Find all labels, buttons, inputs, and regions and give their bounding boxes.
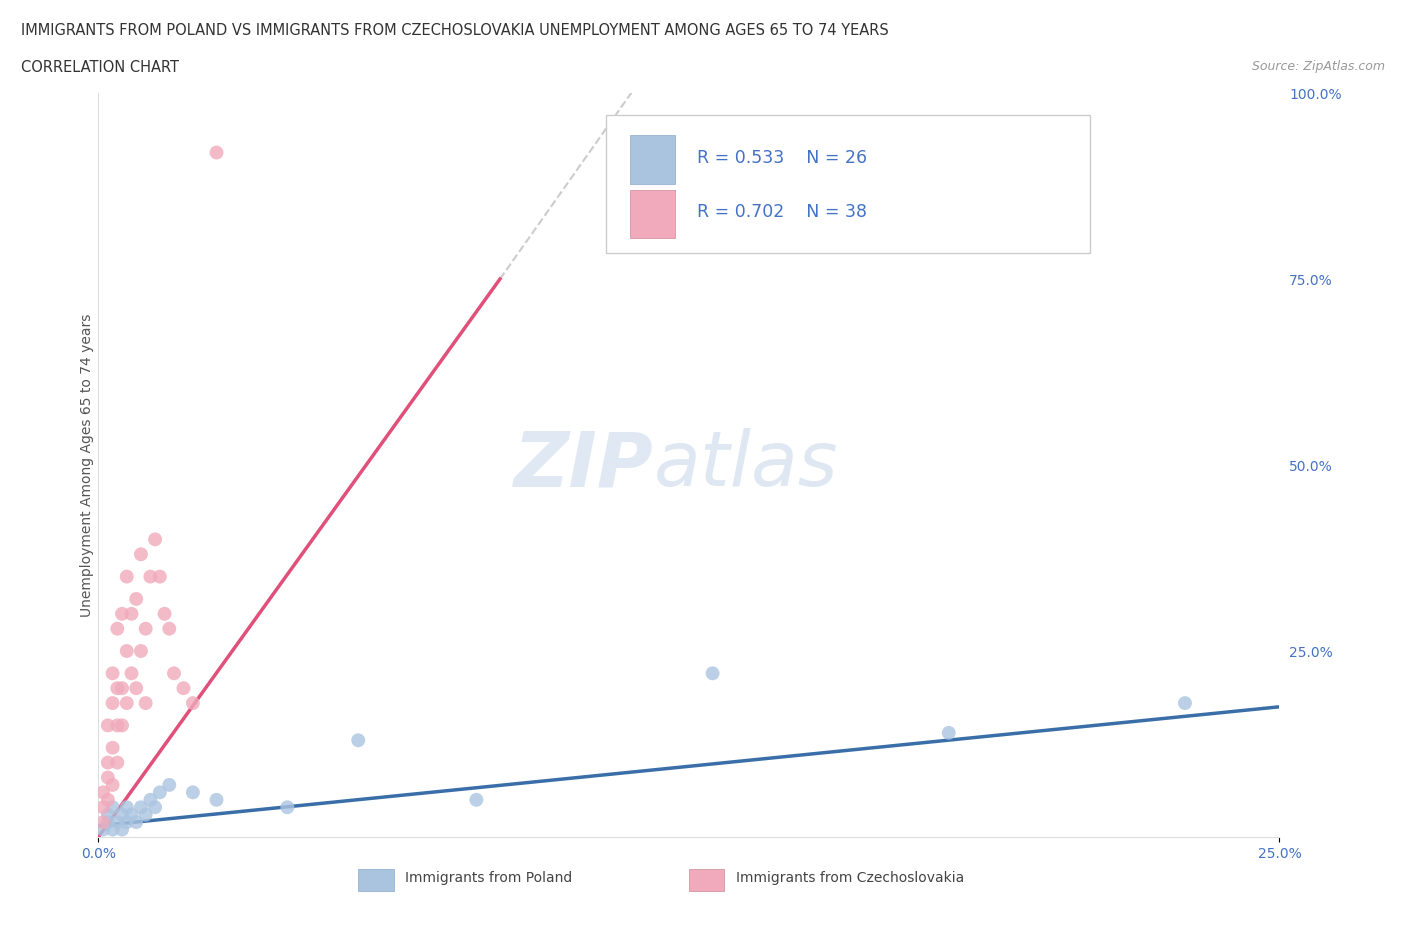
Point	[101, 740, 124, 755]
Point	[139, 792, 162, 807]
Point	[347, 733, 370, 748]
Text: IMMIGRANTS FROM POLAND VS IMMIGRANTS FROM CZECHOSLOVAKIA UNEMPLOYMENT AMONG AGES: IMMIGRANTS FROM POLAND VS IMMIGRANTS FRO…	[21, 23, 889, 38]
Bar	[359, 869, 394, 891]
Point	[105, 681, 128, 696]
Point	[205, 792, 228, 807]
Point	[157, 621, 180, 636]
Text: Immigrants from Czechoslovakia: Immigrants from Czechoslovakia	[737, 870, 965, 885]
Point	[115, 644, 138, 658]
Point	[135, 807, 157, 822]
Point	[91, 785, 114, 800]
Point	[465, 792, 488, 807]
Point	[115, 815, 138, 830]
Text: R = 0.702    N = 38: R = 0.702 N = 38	[697, 203, 868, 221]
Point	[135, 621, 157, 636]
Point	[125, 815, 148, 830]
Point	[276, 800, 298, 815]
Text: R = 0.533    N = 26: R = 0.533 N = 26	[697, 150, 868, 167]
Point	[121, 606, 143, 621]
Point	[181, 785, 204, 800]
Text: Source: ZipAtlas.com: Source: ZipAtlas.com	[1251, 60, 1385, 73]
Point	[115, 696, 138, 711]
Text: Immigrants from Poland: Immigrants from Poland	[405, 870, 572, 885]
Point	[938, 725, 960, 740]
Point	[91, 800, 114, 815]
Point	[105, 815, 128, 830]
Point	[111, 807, 134, 822]
Point	[205, 145, 228, 160]
Point	[149, 785, 172, 800]
Point	[101, 666, 124, 681]
Point	[105, 718, 128, 733]
Point	[129, 644, 152, 658]
Point	[129, 547, 152, 562]
Point	[97, 807, 120, 822]
Bar	[630, 136, 675, 184]
Point	[135, 696, 157, 711]
Y-axis label: Unemployment Among Ages 65 to 74 years: Unemployment Among Ages 65 to 74 years	[80, 313, 94, 617]
Point	[101, 822, 124, 837]
Point	[149, 569, 172, 584]
Point	[115, 569, 138, 584]
Point	[181, 696, 204, 711]
Point	[97, 770, 120, 785]
Point	[105, 621, 128, 636]
Point	[115, 800, 138, 815]
Point	[105, 755, 128, 770]
Point	[163, 666, 186, 681]
Point	[157, 777, 180, 792]
Point	[139, 569, 162, 584]
Point	[111, 822, 134, 837]
Point	[101, 800, 124, 815]
Point	[129, 800, 152, 815]
Point	[91, 822, 114, 837]
Point	[97, 792, 120, 807]
Text: ZIP: ZIP	[513, 428, 654, 502]
Text: atlas: atlas	[654, 428, 838, 502]
Bar	[689, 869, 724, 891]
Point	[125, 681, 148, 696]
Point	[172, 681, 194, 696]
Bar	[630, 190, 675, 238]
Point	[101, 696, 124, 711]
Point	[97, 815, 120, 830]
Point	[121, 807, 143, 822]
Point	[153, 606, 176, 621]
Point	[111, 606, 134, 621]
Point	[143, 532, 166, 547]
Point	[143, 800, 166, 815]
Point	[111, 718, 134, 733]
Point	[702, 666, 724, 681]
FancyBboxPatch shape	[606, 115, 1091, 253]
Text: CORRELATION CHART: CORRELATION CHART	[21, 60, 179, 75]
Point	[97, 755, 120, 770]
Point	[97, 718, 120, 733]
Point	[91, 815, 114, 830]
Point	[121, 666, 143, 681]
Point	[1174, 696, 1197, 711]
Point	[125, 591, 148, 606]
Point	[101, 777, 124, 792]
Point	[111, 681, 134, 696]
